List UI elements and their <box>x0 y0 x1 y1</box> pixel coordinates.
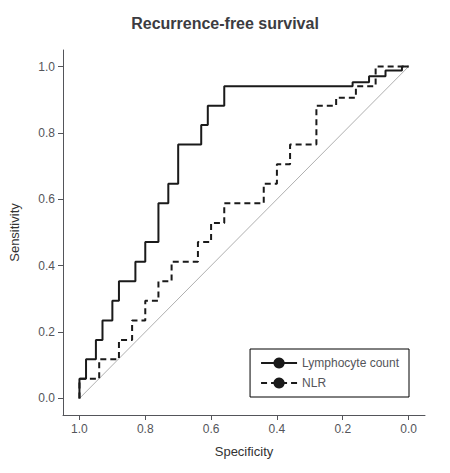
svg-text:0.4: 0.4 <box>38 259 55 273</box>
svg-text:0.8: 0.8 <box>38 126 55 140</box>
svg-text:0.2: 0.2 <box>38 325 55 339</box>
svg-text:0.6: 0.6 <box>38 192 55 206</box>
svg-text:0.4: 0.4 <box>269 422 286 436</box>
svg-text:0.2: 0.2 <box>334 422 351 436</box>
svg-text:Recurrence-free survival: Recurrence-free survival <box>131 15 319 32</box>
svg-text:Specificity: Specificity <box>215 444 274 459</box>
svg-text:0.0: 0.0 <box>38 391 55 405</box>
svg-text:1.0: 1.0 <box>71 422 88 436</box>
svg-text:1.0: 1.0 <box>38 60 55 74</box>
svg-text:Sensitivity: Sensitivity <box>7 203 22 262</box>
svg-text:0.8: 0.8 <box>137 422 154 436</box>
svg-text:Lymphocyte count: Lymphocyte count <box>302 356 400 370</box>
svg-text:0.6: 0.6 <box>203 422 220 436</box>
svg-text:0.0: 0.0 <box>400 422 417 436</box>
svg-text:NLR: NLR <box>302 376 326 390</box>
